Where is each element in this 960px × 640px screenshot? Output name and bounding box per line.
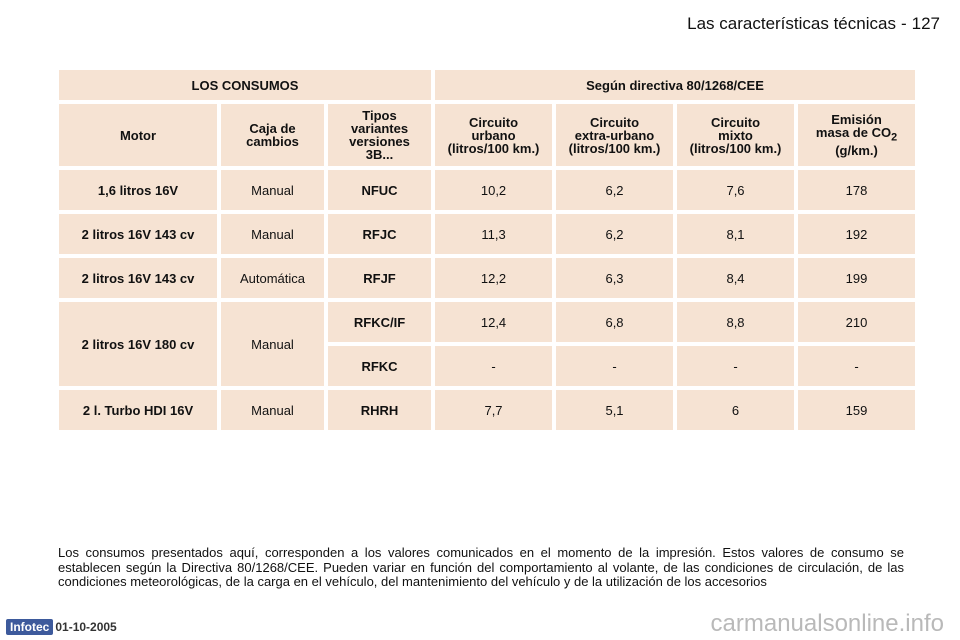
emision-cell: 199 [798,258,916,298]
footer-date: Infotec 01-10-2005 [6,619,117,635]
table-row: 2 l. Turbo HDI 16V Manual RHRH 7,7 5,1 6… [59,390,916,430]
caja-cell: Manual [221,390,324,430]
tipo-cell: RFKC [328,346,432,386]
print-date: 01-10-2005 [55,620,117,634]
watermark: carmanualsonline.info [710,610,944,637]
mixto-cell: - [677,346,795,386]
extra-cell: 6,3 [556,258,674,298]
tipo-cell: RFKC/IF [328,302,432,342]
table-title-row: LOS CONSUMOS Según directiva 80/1268/CEE [59,70,916,100]
mixto-cell: 8,4 [677,258,795,298]
consumption-table: LOS CONSUMOS Según directiva 80/1268/CEE… [55,66,919,434]
motor-cell: 2 litros 16V 143 cv [59,258,217,298]
table-row: RFKC - - - - [59,346,916,386]
table-row: 1,6 litros 16V Manual NFUC 10,2 6,2 7,6 … [59,170,916,210]
col-tipos-header: Tipos variantes versiones 3B... [328,104,432,166]
page-number: 127 [911,14,940,33]
col-extra-header: Circuito extra-urbano (litros/100 km.) [556,104,674,166]
extra-cell: 6,2 [556,214,674,254]
table-title-left: LOS CONSUMOS [59,70,432,100]
emision-cell: 210 [798,302,916,342]
col-urbano-header: Circuito urbano (litros/100 km.) [435,104,553,166]
emision-cell: - [798,346,916,386]
tipo-cell: RFJF [328,258,432,298]
table-row: 2 litros 16V 143 cv Manual RFJC 11,3 6,2… [59,214,916,254]
urbano-cell: - [435,346,553,386]
mixto-cell: 8,8 [677,302,795,342]
table-row: 2 litros 16V 180 cv Manual RFKC/IF 12,4 … [59,302,916,386]
emision-cell: 159 [798,390,916,430]
extra-cell: 6,2 [556,170,674,210]
motor-cell: 1,6 litros 16V [59,170,217,210]
mixto-cell: 6 [677,390,795,430]
caja-cell: Manual [221,214,324,254]
motor-cell: 2 litros 16V 143 cv [59,214,217,254]
extra-cell: - [556,346,674,386]
urbano-cell: 12,2 [435,258,553,298]
motor-cell: 2 l. Turbo HDI 16V [59,390,217,430]
urbano-cell: 10,2 [435,170,553,210]
col-mixto-header: Circuito mixto (litros/100 km.) [677,104,795,166]
caja-cell: Manual [221,170,324,210]
col-motor-header: Motor [59,104,217,166]
urbano-cell: 7,7 [435,390,553,430]
section-title: Las características técnicas [687,14,896,33]
table-title-right: Según directiva 80/1268/CEE [435,70,916,100]
urbano-cell: 11,3 [435,214,553,254]
extra-cell: 5,1 [556,390,674,430]
tipo-cell: RHRH [328,390,432,430]
urbano-cell: 12,4 [435,302,553,342]
infotec-logo: Infotec [6,619,54,635]
caja-cell: Manual [221,302,324,386]
extra-cell: 6,8 [556,302,674,342]
caja-cell: Automática [221,258,324,298]
tipo-cell: NFUC [328,170,432,210]
mixto-cell: 8,1 [677,214,795,254]
motor-cell: 2 litros 16V 180 cv [59,302,217,386]
mixto-cell: 7,6 [677,170,795,210]
table-row: 2 litros 16V 143 cv Automática RFJF 12,2… [59,258,916,298]
tipo-cell: RFJC [328,214,432,254]
col-emision-header: Emisión masa de CO2 (g/km.) [798,104,916,166]
consumption-note: Los consumos presentados aquí, correspon… [58,545,904,589]
emision-cell: 192 [798,214,916,254]
page-header: Las características técnicas -127 [687,14,940,33]
column-header-row: Motor Caja de cambios Tipos variantes ve… [59,104,916,166]
emision-cell: 178 [798,170,916,210]
col-caja-header: Caja de cambios [221,104,324,166]
